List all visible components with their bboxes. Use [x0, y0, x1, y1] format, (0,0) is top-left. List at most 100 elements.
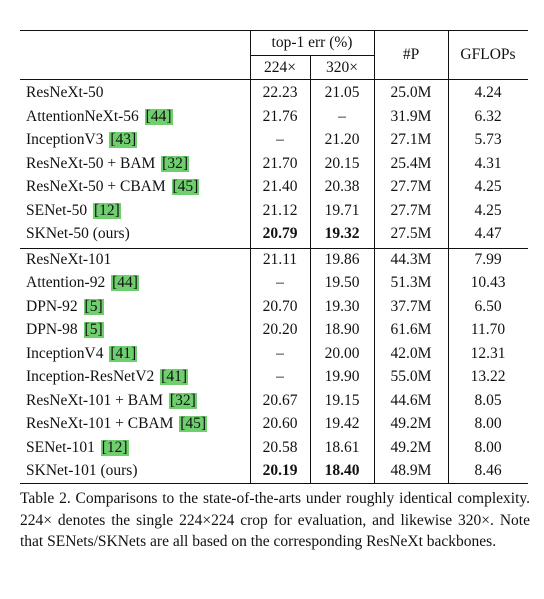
gflops: 4.31 — [474, 154, 502, 172]
method-name: DPN-98 [5] — [20, 320, 250, 340]
citation-link[interactable]: [32] — [168, 391, 197, 409]
horizontal-rule — [20, 79, 528, 80]
method-name: SKNet-50 (ours) — [20, 224, 250, 244]
method-label: DPN-98 — [26, 321, 78, 338]
err-224: – — [276, 274, 284, 291]
citation-link[interactable]: [12] — [93, 201, 121, 219]
err-224: – — [276, 344, 284, 362]
method-name: SKNet-101 (ours) — [20, 461, 250, 481]
citation-link[interactable]: [44] — [144, 107, 173, 125]
method-label: ResNeXt-50 + BAM — [26, 154, 156, 172]
gflops: 4.24 — [474, 84, 502, 101]
err-224: 21.11 — [262, 250, 298, 268]
method-label: SKNet-50 (ours) — [26, 225, 130, 242]
params: 27.1M — [390, 131, 432, 148]
err-320: 20.38 — [324, 178, 360, 195]
gflops: 5.73 — [474, 131, 502, 148]
err-320: 21.05 — [324, 84, 360, 101]
header-gflops: GFLOPs — [460, 46, 516, 63]
gflops: 6.32 — [474, 107, 502, 125]
params: 25.0M — [390, 84, 432, 101]
err-224: 21.76 — [262, 107, 298, 125]
err-224: 21.12 — [262, 201, 298, 219]
params: 44.3M — [390, 250, 432, 268]
citation-link[interactable]: [41] — [160, 368, 188, 385]
gflops: 8.00 — [474, 438, 502, 456]
err-320: 19.71 — [324, 201, 360, 219]
gflops: 4.25 — [474, 201, 502, 219]
method-label: InceptionV3 — [26, 131, 104, 148]
err-224: 20.70 — [262, 297, 298, 315]
citation-link[interactable]: [44] — [111, 274, 139, 291]
err-320: – — [338, 107, 346, 125]
vertical-rule — [250, 30, 251, 483]
horizontal-rule — [20, 30, 528, 31]
err-224: 20.67 — [262, 391, 298, 409]
citation-link[interactable]: [5] — [83, 321, 104, 338]
err-320: 18.61 — [324, 438, 360, 456]
params: 51.3M — [390, 274, 432, 291]
gflops: 10.43 — [470, 274, 506, 291]
method-name: AttentionNeXt-56 [44] — [20, 107, 250, 127]
method-name: ResNeXt-101 + CBAM [45] — [20, 414, 250, 434]
method-name: SENet-50 [12] — [20, 201, 250, 221]
err-320: 19.30 — [324, 297, 360, 315]
gflops: 4.25 — [474, 178, 502, 195]
citation-link[interactable]: [12] — [100, 438, 129, 456]
header-params: #P — [402, 46, 420, 63]
method-name: ResNeXt-50 + CBAM [45] — [20, 177, 250, 197]
params: 61.6M — [390, 321, 432, 338]
gflops: 8.00 — [474, 415, 502, 432]
vertical-rule — [310, 55, 311, 483]
citation-link[interactable]: [41] — [109, 344, 138, 362]
params: 44.6M — [390, 391, 432, 409]
gflops: 8.46 — [474, 462, 502, 479]
err-224: 21.70 — [262, 154, 298, 172]
method-name: InceptionV3 [43] — [20, 130, 250, 150]
gflops: 8.05 — [474, 391, 502, 409]
err-224: – — [276, 368, 284, 385]
err-224: 20.20 — [262, 321, 298, 338]
err-320: 18.40 — [324, 462, 360, 479]
method-name: ResNeXt-101 — [20, 250, 250, 270]
params: 49.2M — [390, 438, 432, 456]
err-224: 20.79 — [262, 225, 298, 242]
method-name: DPN-92 [5] — [20, 297, 250, 317]
citation-link[interactable]: [45] — [179, 415, 208, 432]
gflops: 13.22 — [470, 368, 506, 385]
method-label: Inception-ResNetV2 — [26, 368, 155, 385]
err-320: 18.90 — [324, 321, 360, 338]
method-name: Attention-92 [44] — [20, 273, 250, 293]
method-name: SENet-101 [12] — [20, 438, 250, 458]
table-caption: Table 2. Comparisons to the state-of-the… — [20, 490, 530, 550]
gflops: 4.47 — [474, 225, 502, 242]
header-top1-err: top-1 err (%) — [271, 34, 353, 51]
citation-link[interactable]: [5] — [83, 297, 104, 315]
err-320: 19.90 — [324, 368, 360, 385]
citation-link[interactable]: [32] — [161, 154, 189, 172]
params: 49.2M — [390, 415, 432, 432]
params: 25.4M — [390, 154, 432, 172]
params: 27.7M — [390, 178, 432, 195]
horizontal-rule — [20, 247, 528, 249]
header-224: 224× — [264, 59, 296, 76]
method-label: SENet-101 — [26, 438, 95, 456]
method-name: ResNeXt-50 — [20, 83, 250, 103]
params: 42.0M — [390, 344, 432, 362]
citation-link[interactable]: [43] — [109, 131, 138, 148]
err-224: 20.19 — [262, 462, 298, 479]
err-320: 19.50 — [324, 274, 360, 291]
params: 27.7M — [390, 201, 432, 219]
citation-link[interactable]: [45] — [171, 178, 200, 195]
method-label: ResNeXt-101 + BAM — [26, 391, 164, 409]
vertical-rule — [374, 30, 375, 483]
method-name: ResNeXt-50 + BAM [32] — [20, 154, 250, 174]
err-224: – — [276, 131, 284, 148]
gflops: 6.50 — [474, 297, 502, 315]
method-label: SENet-50 — [26, 201, 88, 219]
err-224: 21.40 — [262, 178, 298, 195]
gflops: 7.99 — [474, 250, 502, 268]
method-label: ResNeXt-50 + CBAM — [26, 178, 166, 195]
err-224: 22.23 — [262, 84, 298, 101]
err-224: 20.58 — [262, 438, 298, 456]
